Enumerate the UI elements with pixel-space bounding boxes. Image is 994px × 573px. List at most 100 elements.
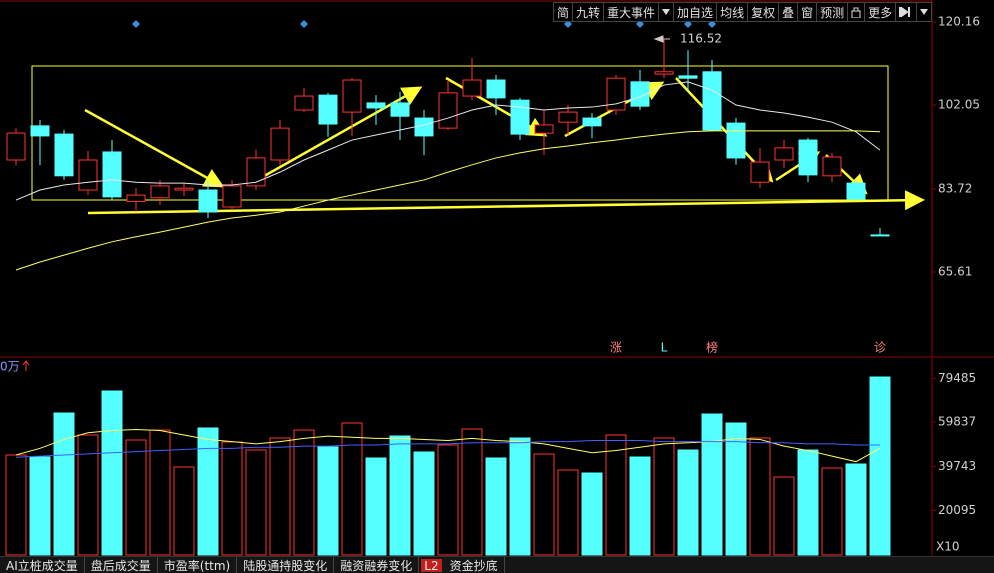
volume-bar — [797, 449, 819, 556]
signal-badge: 涨 — [610, 340, 622, 355]
volume-bar — [389, 435, 411, 556]
y-tick-label: 65.61 — [938, 265, 972, 279]
y-tick-label: 102.05 — [938, 97, 980, 111]
toolbar-button[interactable]: 简 — [553, 2, 574, 22]
tab-badge[interactable]: L2 — [421, 559, 442, 573]
candle-body — [654, 71, 674, 75]
dropdown-icon[interactable] — [916, 2, 933, 22]
volume-bar — [677, 449, 699, 556]
candle-body — [630, 81, 650, 107]
candle-body — [870, 234, 890, 237]
volume-bar — [365, 457, 387, 556]
volume-bar — [77, 434, 99, 556]
candle-body — [366, 102, 386, 109]
candle-body — [414, 117, 434, 137]
y-tick-label: 83.72 — [938, 182, 972, 196]
toolbar-button[interactable]: 加自选 — [673, 2, 718, 22]
volume-bar — [557, 469, 579, 556]
chart: 0万 X10 120.16 102.05 83.72 65.61 涨 L 榜 诊 116.52 2… — [0, 0, 994, 556]
volume-bar — [845, 463, 867, 556]
toolbar-button[interactable]: 窗 — [797, 2, 818, 22]
y-tick-label: 59837 — [938, 415, 976, 429]
candle-body — [846, 182, 866, 200]
volume-bar — [749, 437, 771, 556]
volume-bar — [461, 428, 483, 556]
candle-body — [582, 117, 602, 127]
toolbar-button[interactable]: 重大事件 — [603, 2, 660, 22]
volume-bar — [5, 454, 27, 556]
collapse-icon[interactable] — [895, 2, 918, 22]
toolbar: 简 九转 重大事件 加自选 均线 复权 叠 窗 预测 更多 — [553, 2, 933, 22]
tab[interactable]: AI立桩成交量 — [0, 557, 85, 573]
volume-bar — [317, 446, 339, 556]
candle-body — [102, 151, 122, 198]
volume-bar — [293, 429, 315, 556]
volume-bar — [341, 422, 363, 556]
tab[interactable]: 盘后成交量 — [85, 557, 158, 573]
volume-bar — [53, 412, 75, 556]
volume-bar — [437, 444, 459, 556]
volume-bar — [653, 437, 675, 556]
moving-average — [15, 428, 881, 463]
y-tick-label: 39743 — [938, 459, 976, 473]
toolbar-button[interactable]: 复权 — [747, 2, 780, 22]
moving-average — [15, 440, 880, 458]
volume-bar — [245, 449, 267, 556]
candle-body — [150, 185, 170, 199]
indicator-tabs: AI立桩成交量 盘后成交量 市盈率(ttm) 陆股通持股变化 融资融券变化 L2… — [0, 556, 994, 573]
volume-bar — [173, 466, 195, 556]
candle-body — [822, 156, 842, 177]
candle-body — [438, 92, 458, 129]
volume-bar — [269, 437, 291, 556]
candle-body — [126, 194, 146, 202]
volume-unit: 0万 — [0, 360, 20, 374]
candle-body — [558, 111, 578, 123]
toolbar-button[interactable]: 更多 — [864, 2, 897, 22]
volume-bar — [773, 476, 795, 556]
tab[interactable]: 陆股通持股变化 — [237, 557, 335, 573]
high-price-label: 116.52 — [680, 32, 722, 46]
candle-body — [294, 95, 314, 111]
dropdown-icon[interactable] — [658, 2, 675, 22]
tab[interactable]: 市盈率(ttm) — [158, 557, 238, 573]
volume-bar — [533, 453, 555, 556]
candle-body — [342, 79, 362, 113]
signal-badge: L — [661, 341, 668, 355]
y-tick-label: 120.16 — [938, 14, 980, 28]
tab[interactable]: 资金抄底 — [444, 557, 505, 573]
signal-badge: 榜 — [706, 340, 718, 355]
candle-body — [198, 189, 218, 213]
candle-body — [6, 132, 26, 161]
candle-body — [222, 185, 242, 208]
toolbar-button[interactable]: 九转 — [572, 2, 605, 22]
candle-body — [702, 71, 722, 131]
candle-body — [390, 102, 410, 117]
candle-body — [606, 77, 626, 111]
candle-body — [462, 79, 482, 97]
candle-body — [30, 125, 50, 137]
volume-bar — [605, 434, 627, 556]
toolbar-button[interactable]: 均线 — [716, 2, 749, 22]
candle-body — [774, 147, 794, 161]
volume-bar — [125, 439, 147, 556]
volume-bar — [581, 472, 603, 556]
volume-bar — [101, 390, 123, 556]
candle-body — [750, 161, 770, 183]
candle-body — [246, 157, 266, 187]
high-pointer — [653, 35, 670, 43]
moving-average — [15, 81, 881, 201]
toolbar-button[interactable]: 叠 — [778, 2, 799, 22]
candle-body — [726, 122, 746, 159]
lock-icon[interactable] — [847, 2, 866, 22]
event-markers — [132, 20, 716, 28]
candle-body — [486, 79, 506, 99]
volume-bar — [869, 376, 891, 556]
moving-average — [15, 130, 881, 271]
volume-bar — [413, 451, 435, 556]
candle-body — [270, 127, 290, 161]
signal-badge: 诊 — [874, 341, 886, 355]
tab[interactable]: 融资融券变化 — [334, 557, 420, 573]
candle-body — [798, 139, 818, 176]
toolbar-button[interactable]: 预测 — [816, 2, 849, 22]
